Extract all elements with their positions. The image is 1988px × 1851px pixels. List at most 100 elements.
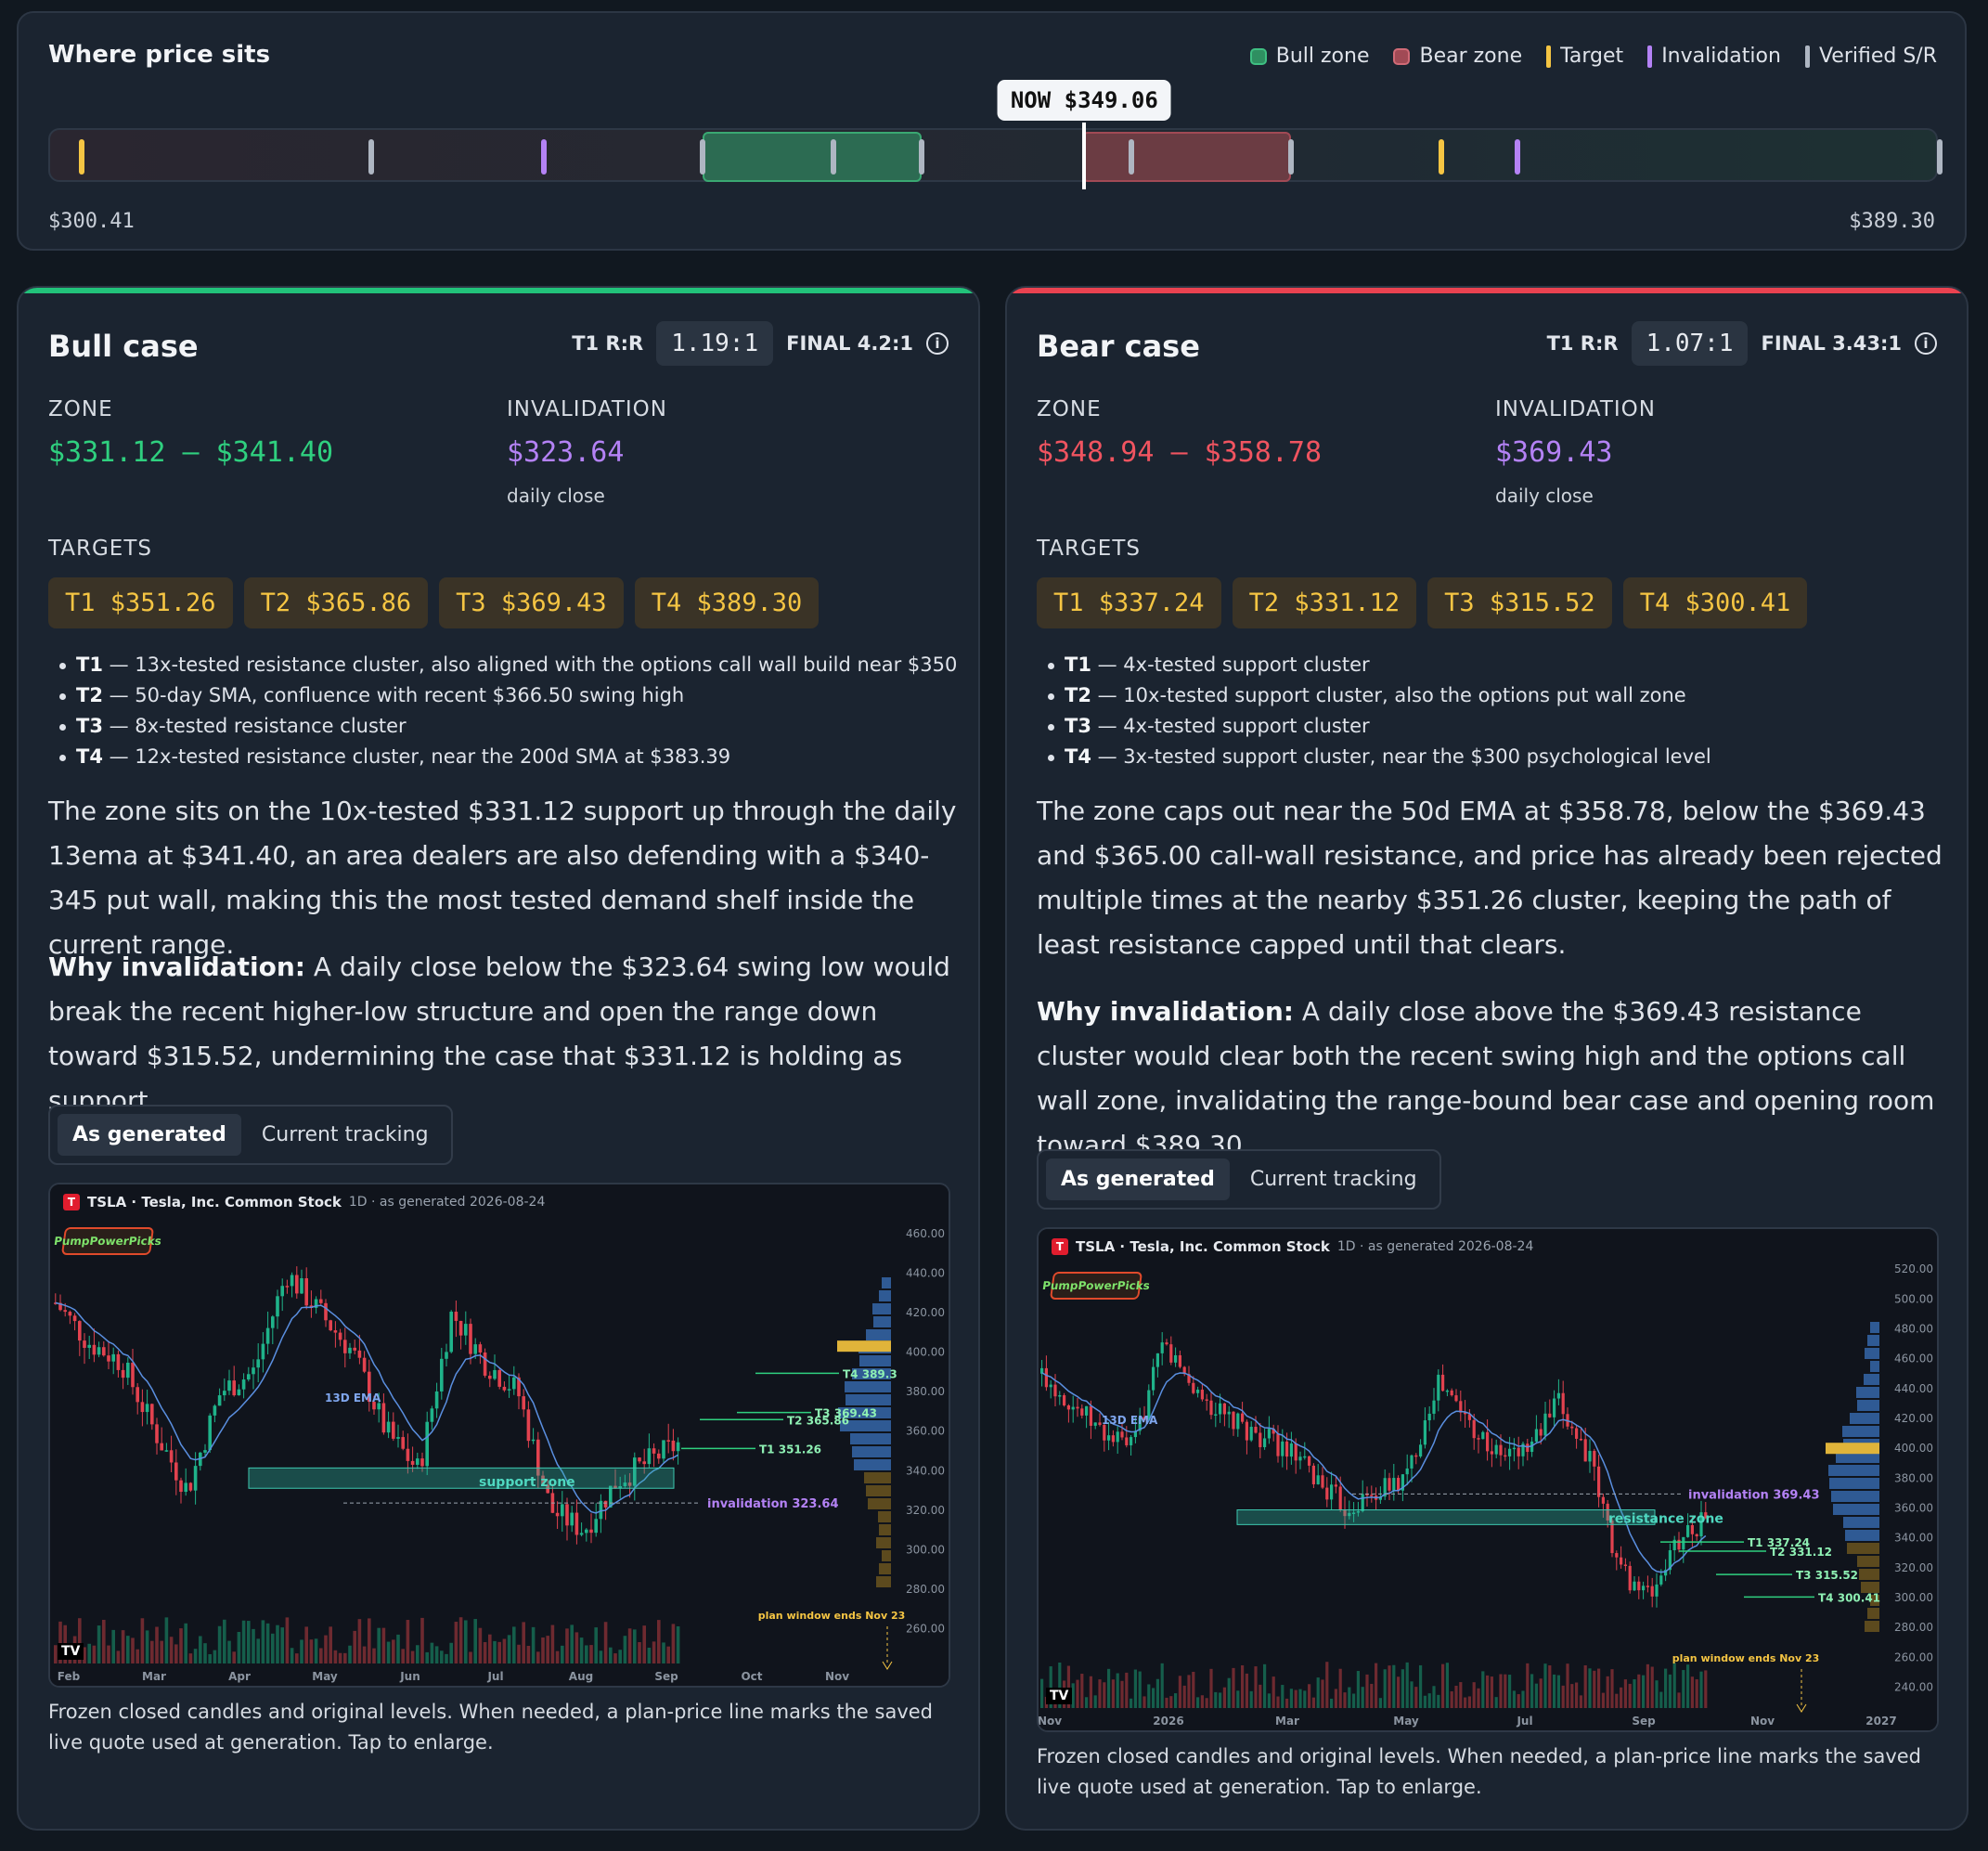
y-tick-label: 260.00: [1894, 1650, 1933, 1663]
tab-as-generated[interactable]: As generated: [58, 1114, 241, 1156]
bull-chart-thumbnail[interactable]: 460.00 440.00 420.00 400.00 380.00 360.00 340.…: [48, 1183, 950, 1688]
candle: [1147, 1390, 1151, 1420]
volume-bar: [1383, 1669, 1387, 1708]
candle: [565, 1504, 569, 1526]
bull-final-rr: FINAL 4.2:1: [786, 332, 913, 355]
candle: [276, 1296, 279, 1317]
x-tick-label: Apr: [228, 1670, 251, 1683]
target-label: T1 351.26: [759, 1443, 821, 1456]
candle: [531, 1439, 536, 1442]
volume-profile-bar: [852, 1446, 891, 1457]
info-icon[interactable]: i: [926, 332, 949, 355]
candle: [449, 1312, 453, 1353]
volume-profile-bar: [864, 1472, 891, 1483]
legend-swatch-icon: [1546, 45, 1552, 68]
volume-bar: [1401, 1669, 1404, 1708]
candle: [445, 1352, 448, 1359]
x-tick-label: May: [1393, 1715, 1419, 1728]
volume-bar: [87, 1643, 91, 1663]
volume-bar: [1365, 1674, 1369, 1708]
volume-bar: [319, 1648, 323, 1663]
bear-why-invalidation: Why invalidation: A daily close above th…: [1037, 996, 1935, 1160]
tab-as-generated[interactable]: As generated: [1046, 1158, 1230, 1200]
volume-bar: [1467, 1696, 1471, 1708]
candle: [1575, 1428, 1579, 1439]
chart-bg: [1039, 1229, 1937, 1730]
candle: [1093, 1422, 1097, 1426]
target-pill: T2 $365.86: [243, 577, 429, 628]
candle: [1080, 1408, 1084, 1416]
candle: [386, 1421, 391, 1433]
volume-bar: [1316, 1677, 1320, 1708]
candle: [671, 1440, 676, 1452]
level-tick-invalidation: [541, 139, 548, 175]
volume-bar: [1650, 1666, 1654, 1708]
candle: [1526, 1443, 1530, 1453]
tab-current-tracking[interactable]: Current tracking: [261, 1123, 429, 1146]
volume-profile-bar: [845, 1381, 891, 1392]
candle: [1459, 1401, 1463, 1413]
volume-bar: [1437, 1694, 1440, 1708]
volume-bar: [603, 1622, 608, 1663]
volume-bar: [1249, 1690, 1253, 1708]
volume-bar: [1464, 1697, 1467, 1708]
list-item: T1 — 4x-tested support cluster: [1037, 650, 1946, 680]
volume-bar: [445, 1653, 448, 1663]
candle: [237, 1389, 241, 1396]
volume-profile-poc: [837, 1340, 891, 1353]
chart-header: T TSLA · Tesla, Inc. Common Stock 1D · a…: [63, 1194, 545, 1210]
candle: [512, 1377, 516, 1390]
volume-bar: [136, 1649, 139, 1663]
volume-bar: [416, 1645, 420, 1663]
volume-bar: [478, 1627, 483, 1663]
y-tick-label: 360.00: [1894, 1502, 1933, 1515]
volume-bar: [1352, 1693, 1356, 1708]
bear-chart-thumbnail[interactable]: 520.00 500.00 480.00 460.00 440.00 420.00 400.…: [1037, 1227, 1939, 1732]
candle: [1289, 1443, 1293, 1457]
candle: [1116, 1431, 1119, 1443]
volume-bar: [1330, 1698, 1334, 1708]
candle: [536, 1439, 540, 1476]
volume-bar: [1254, 1666, 1258, 1708]
range-min-label: $300.41: [48, 210, 135, 233]
tesla-logo-icon: T: [63, 1194, 80, 1210]
candle: [1263, 1438, 1267, 1447]
info-icon[interactable]: i: [1915, 332, 1937, 355]
candle: [1076, 1406, 1079, 1409]
volume-bar: [1556, 1675, 1560, 1708]
volume-bar: [261, 1620, 265, 1663]
bull-case-title: Bull case: [48, 329, 199, 364]
volume-bar: [1548, 1665, 1552, 1708]
candle: [1677, 1539, 1681, 1550]
candle: [1615, 1553, 1619, 1558]
candle: [155, 1424, 159, 1443]
volume-profile-bar: [846, 1394, 891, 1405]
candle: [1182, 1366, 1186, 1375]
candle: [502, 1386, 507, 1391]
candle: [1623, 1564, 1627, 1566]
volume-bar: [1642, 1675, 1646, 1708]
y-tick-label: 460.00: [1894, 1353, 1933, 1366]
volume-bar: [647, 1647, 652, 1663]
tab-current-tracking[interactable]: Current tracking: [1249, 1168, 1417, 1191]
volume-bar: [1490, 1676, 1493, 1708]
volume-bar: [1655, 1680, 1659, 1708]
tradingview-logo-icon: TV: [58, 1643, 84, 1660]
volume-bar: [1539, 1678, 1543, 1708]
bull-thesis: The zone sits on the 10x-tested $331.12 …: [48, 796, 957, 960]
candle: [392, 1421, 395, 1439]
volume-bar: [1682, 1670, 1685, 1708]
candle: [546, 1484, 549, 1494]
volume-bar: [1049, 1666, 1052, 1708]
invalidation-label: invalidation 323.64: [707, 1497, 839, 1511]
volume-bar: [497, 1641, 501, 1663]
volume-bar: [203, 1643, 207, 1663]
candle: [145, 1404, 149, 1413]
candle: [1330, 1484, 1334, 1500]
volume-profile-bar: [854, 1459, 891, 1470]
candle: [561, 1504, 564, 1517]
volume-bar: [1454, 1685, 1458, 1708]
volume-bar: [1579, 1695, 1582, 1708]
y-tick-label: 280.00: [906, 1583, 945, 1596]
candle: [1138, 1417, 1142, 1431]
